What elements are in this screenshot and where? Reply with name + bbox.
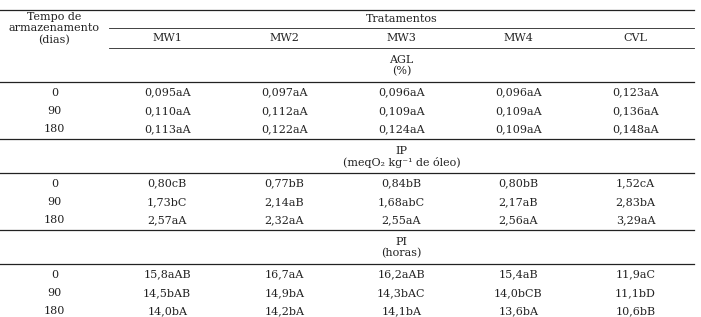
- Text: 16,2aAB: 16,2aAB: [378, 269, 425, 280]
- Text: 0,112aA: 0,112aA: [261, 106, 308, 116]
- Text: 0,77bB: 0,77bB: [264, 178, 304, 189]
- Text: MW2: MW2: [269, 33, 299, 43]
- Text: 14,5bAB: 14,5bAB: [143, 288, 191, 298]
- Text: 13,6bA: 13,6bA: [498, 306, 538, 316]
- Text: 0: 0: [50, 269, 58, 280]
- Text: 2,55aA: 2,55aA: [381, 215, 421, 225]
- Text: 90: 90: [47, 288, 62, 298]
- Text: 11,9aC: 11,9aC: [615, 269, 655, 280]
- Text: (meqO₂ kg⁻¹ de óleo): (meqO₂ kg⁻¹ de óleo): [343, 157, 460, 167]
- Text: 0,80bB: 0,80bB: [498, 178, 538, 189]
- Text: 1,52cA: 1,52cA: [616, 178, 655, 189]
- Text: 180: 180: [43, 215, 65, 225]
- Text: AGL: AGL: [389, 55, 414, 65]
- Text: 2,14aB: 2,14aB: [264, 197, 304, 207]
- Text: Tempo de
armazenamento
(dias): Tempo de armazenamento (dias): [9, 12, 100, 45]
- Text: 0,109aA: 0,109aA: [378, 106, 425, 116]
- Text: 0,097aA: 0,097aA: [261, 87, 308, 98]
- Text: 0,095aA: 0,095aA: [144, 87, 191, 98]
- Text: 0,096aA: 0,096aA: [378, 87, 425, 98]
- Text: IP: IP: [395, 146, 407, 156]
- Text: 15,8aAB: 15,8aAB: [144, 269, 191, 280]
- Text: 1,68abC: 1,68abC: [378, 197, 425, 207]
- Text: 14,3bAC: 14,3bAC: [377, 288, 426, 298]
- Text: 90: 90: [47, 197, 62, 207]
- Text: (%): (%): [392, 66, 411, 76]
- Text: 0,109aA: 0,109aA: [495, 124, 542, 134]
- Text: 180: 180: [43, 306, 65, 316]
- Text: 0,136aA: 0,136aA: [612, 106, 659, 116]
- Text: Tratamentos: Tratamentos: [365, 14, 437, 24]
- Text: 0,123aA: 0,123aA: [612, 87, 659, 98]
- Text: 0,110aA: 0,110aA: [144, 106, 191, 116]
- Text: 2,57aA: 2,57aA: [147, 215, 187, 225]
- Text: 2,56aA: 2,56aA: [498, 215, 538, 225]
- Text: 16,7aA: 16,7aA: [264, 269, 304, 280]
- Text: 0,80cB: 0,80cB: [148, 178, 186, 189]
- Text: MW1: MW1: [152, 33, 182, 43]
- Text: 180: 180: [43, 124, 65, 134]
- Text: 0,122aA: 0,122aA: [261, 124, 308, 134]
- Text: 0: 0: [50, 178, 58, 189]
- Text: 15,4aB: 15,4aB: [498, 269, 538, 280]
- Text: MW3: MW3: [386, 33, 416, 43]
- Text: MW4: MW4: [503, 33, 533, 43]
- Text: 10,6bB: 10,6bB: [615, 306, 655, 316]
- Text: (horas): (horas): [381, 248, 421, 258]
- Text: 11,1bD: 11,1bD: [615, 288, 656, 298]
- Text: 14,0bCB: 14,0bCB: [494, 288, 543, 298]
- Text: 90: 90: [47, 106, 62, 116]
- Text: 0,148aA: 0,148aA: [612, 124, 659, 134]
- Text: 0,84bB: 0,84bB: [381, 178, 421, 189]
- Text: 0,124aA: 0,124aA: [378, 124, 425, 134]
- Text: 0,113aA: 0,113aA: [144, 124, 191, 134]
- Text: 1,73bC: 1,73bC: [147, 197, 187, 207]
- Text: CVL: CVL: [623, 33, 648, 43]
- Text: 14,9bA: 14,9bA: [264, 288, 304, 298]
- Text: 2,32aA: 2,32aA: [264, 215, 304, 225]
- Text: 3,29aA: 3,29aA: [615, 215, 655, 225]
- Text: PI: PI: [395, 237, 407, 247]
- Text: 14,0bA: 14,0bA: [147, 306, 187, 316]
- Text: 0,096aA: 0,096aA: [495, 87, 542, 98]
- Text: 2,83bA: 2,83bA: [615, 197, 655, 207]
- Text: 0,109aA: 0,109aA: [495, 106, 542, 116]
- Text: 14,2bA: 14,2bA: [264, 306, 304, 316]
- Text: 2,17aB: 2,17aB: [498, 197, 538, 207]
- Text: 0: 0: [50, 87, 58, 98]
- Text: 14,1bA: 14,1bA: [381, 306, 421, 316]
